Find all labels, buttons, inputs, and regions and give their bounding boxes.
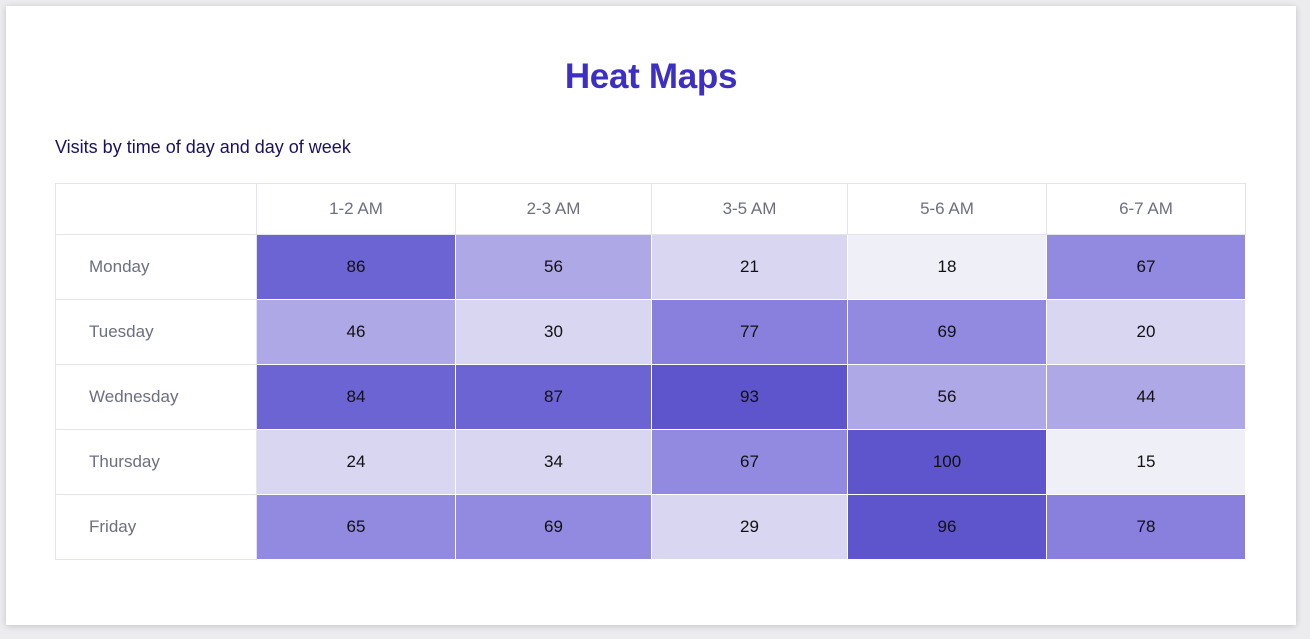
heatmap-cell: 78 xyxy=(1046,494,1246,560)
heatmap-body: Monday 86 56 21 18 67 Tuesday 46 30 77 69 20 Wednesd… xyxy=(55,234,1246,560)
heatmap-cell: 34 xyxy=(455,429,652,495)
heatmap-cell: 46 xyxy=(256,299,456,365)
heatmap-cell: 67 xyxy=(1046,234,1246,300)
heatmap-cell: 44 xyxy=(1046,364,1246,430)
heatmap-row: Thursday 24 34 67 100 15 xyxy=(55,429,1246,495)
heatmap-row: Monday 86 56 21 18 67 xyxy=(55,234,1246,300)
column-header: 3-5 AM xyxy=(651,183,848,235)
heatmap-cell: 56 xyxy=(847,364,1047,430)
heatmap-row: Friday 65 69 29 96 78 xyxy=(55,494,1246,560)
heatmap-cell: 20 xyxy=(1046,299,1246,365)
heatmap-cell: 93 xyxy=(651,364,848,430)
column-header: 1-2 AM xyxy=(256,183,456,235)
header-row: 1-2 AM 2-3 AM 3-5 AM 5-6 AM 6-7 AM xyxy=(55,183,1246,235)
column-header: 6-7 AM xyxy=(1046,183,1246,235)
corner-cell xyxy=(55,183,257,235)
heatmap-cell: 21 xyxy=(651,234,848,300)
heatmap-cell: 15 xyxy=(1046,429,1246,495)
heatmap-cell: 69 xyxy=(847,299,1047,365)
heatmap-cell: 96 xyxy=(847,494,1047,560)
heatmap-table: 1-2 AM 2-3 AM 3-5 AM 5-6 AM 6-7 AM Monday 86 5… xyxy=(55,183,1246,560)
column-header: 5-6 AM xyxy=(847,183,1047,235)
heatmap-row: Wednesday 84 87 93 56 44 xyxy=(55,364,1246,430)
heatmap-cell: 18 xyxy=(847,234,1047,300)
heatmap-cell: 29 xyxy=(651,494,848,560)
heatmap-cell: 56 xyxy=(455,234,652,300)
chart-subtitle: Visits by time of day and day of week xyxy=(55,137,351,157)
heatmap-card: Heat Maps Visits by time of day and day … xyxy=(6,6,1296,625)
heatmap-cell: 100 xyxy=(847,429,1047,495)
heatmap-cell: 67 xyxy=(651,429,848,495)
column-header: 2-3 AM xyxy=(455,183,652,235)
heatmap-cell: 84 xyxy=(256,364,456,430)
heatmap-cell: 86 xyxy=(256,234,456,300)
row-label: Wednesday xyxy=(55,364,257,430)
heatmap-row: Tuesday 46 30 77 69 20 xyxy=(55,299,1246,365)
row-label: Tuesday xyxy=(55,299,257,365)
heatmap-cell: 69 xyxy=(455,494,652,560)
heatmap-cell: 65 xyxy=(256,494,456,560)
heatmap-cell: 30 xyxy=(455,299,652,365)
row-label: Friday xyxy=(55,494,257,560)
row-label: Monday xyxy=(55,234,257,300)
heatmap-cell: 24 xyxy=(256,429,456,495)
heatmap-cell: 77 xyxy=(651,299,848,365)
heatmap-cell: 87 xyxy=(455,364,652,430)
row-label: Thursday xyxy=(55,429,257,495)
page-title: Heat Maps xyxy=(564,57,738,96)
